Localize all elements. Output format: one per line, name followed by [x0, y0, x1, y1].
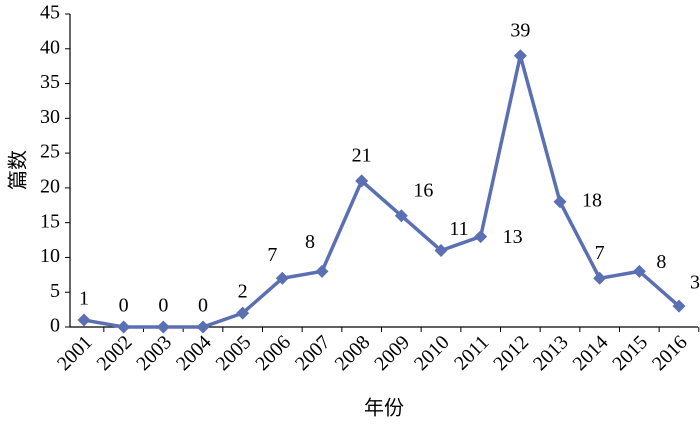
x-tick-label: 2016 [648, 331, 692, 375]
x-tick-label: 2008 [331, 331, 375, 375]
data-label: 3 [690, 272, 700, 294]
data-point [593, 271, 607, 285]
x-tick-label: 2010 [410, 331, 454, 375]
data-label: 8 [656, 251, 666, 273]
data-label: 7 [595, 242, 605, 264]
x-tick-label: 2002 [93, 331, 137, 375]
x-tick-label: 2015 [608, 331, 652, 375]
data-point [513, 49, 527, 63]
data-point [672, 299, 686, 313]
data-label: 0 [158, 295, 168, 317]
x-tick-label: 2014 [569, 331, 613, 375]
y-tick-label: 45 [40, 2, 60, 24]
y-tick-label: 0 [50, 315, 60, 337]
data-label: 21 [352, 145, 372, 167]
x-tick-label: 2007 [291, 331, 335, 375]
data-label: 7 [267, 244, 277, 266]
data-point [275, 271, 289, 285]
data-point [474, 230, 488, 244]
x-tick-label: 2001 [53, 331, 97, 375]
y-tick-label: 20 [40, 175, 60, 197]
data-point [77, 313, 91, 327]
data-label: 0 [198, 295, 208, 317]
data-point [117, 320, 131, 334]
x-tick-label: 2004 [172, 331, 216, 375]
y-tick-label: 25 [40, 141, 60, 163]
y-axis-label: 篇数 [7, 150, 30, 190]
y-tick-label: 15 [40, 210, 60, 232]
data-point [156, 320, 170, 334]
data-point [196, 320, 210, 334]
data-label: 2 [238, 281, 248, 303]
x-tick-label: 2012 [489, 331, 533, 375]
y-tick-label: 35 [40, 71, 60, 93]
x-tick-label: 2006 [251, 331, 295, 375]
data-label: 39 [510, 19, 530, 41]
data-point [355, 174, 369, 188]
y-tick-label: 5 [50, 280, 60, 302]
data-point [553, 195, 567, 209]
x-tick-label: 2013 [529, 331, 573, 375]
data-label: 11 [449, 218, 468, 240]
data-point [394, 209, 408, 223]
data-point [315, 264, 329, 278]
data-point [434, 243, 448, 257]
data-label: 8 [305, 231, 315, 253]
y-tick-label: 30 [40, 106, 60, 128]
data-label: 0 [119, 295, 129, 317]
data-label: 1 [79, 288, 89, 310]
data-label: 13 [503, 226, 523, 248]
x-axis-label: 年份 [364, 397, 404, 420]
x-tick-label: 2003 [132, 331, 176, 375]
y-tick-label: 40 [40, 36, 60, 58]
y-tick-label: 10 [40, 245, 60, 267]
x-tick-label: 2005 [212, 331, 256, 375]
data-point [632, 264, 646, 278]
x-tick-label: 2009 [370, 331, 414, 375]
x-tick-label: 2011 [450, 331, 493, 374]
data-label: 16 [413, 179, 433, 201]
series-line [83, 55, 681, 329]
data-label: 18 [582, 189, 602, 211]
data-point [236, 306, 250, 320]
